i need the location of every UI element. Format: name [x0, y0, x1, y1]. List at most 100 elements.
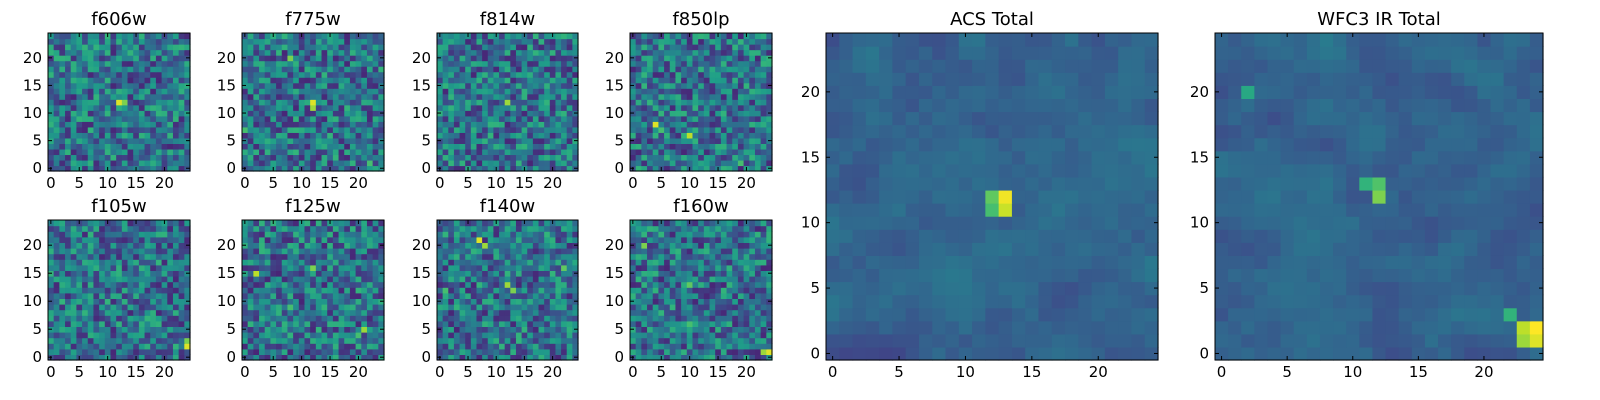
- heatmap-cell: [127, 298, 134, 305]
- heatmap-cell: [766, 287, 773, 294]
- heatmap-cell: [344, 298, 351, 305]
- heatmap-cell: [459, 143, 466, 150]
- heatmap-cell: [167, 49, 174, 56]
- heatmap-cell: [658, 137, 665, 144]
- heatmap-cell: [743, 93, 750, 100]
- heatmap-cell: [566, 231, 573, 238]
- heatmap-cell: [532, 82, 540, 89]
- heatmap-cell: [59, 270, 66, 277]
- heatmap-cell: [549, 287, 557, 294]
- heatmap-cell: [720, 60, 728, 67]
- panel-title: f125w: [285, 196, 340, 217]
- heatmap-cell: [184, 309, 191, 316]
- heatmap-cell: [743, 132, 750, 139]
- heatmap-cell: [482, 115, 489, 122]
- heatmap-cell: [465, 38, 472, 45]
- heatmap-cell: [366, 236, 374, 243]
- heatmap-cell: [754, 137, 762, 144]
- heatmap-cell: [521, 231, 528, 238]
- heatmap-cell: [110, 343, 117, 350]
- heatmap-cell: [448, 348, 455, 355]
- heatmap-cell: [675, 165, 682, 172]
- heatmap-cell: [242, 38, 249, 45]
- heatmap-cell: [65, 110, 72, 117]
- heatmap-cell: [737, 165, 745, 172]
- heatmap-cell: [87, 60, 95, 67]
- heatmap-cell: [754, 143, 762, 150]
- heatmap-cell: [281, 33, 289, 40]
- heatmap-cell: [641, 104, 648, 111]
- heatmap-cell: [652, 292, 659, 299]
- heatmap-cell: [293, 220, 300, 227]
- heatmap-cell: [442, 220, 449, 227]
- heatmap-cell: [726, 88, 733, 95]
- heatmap-cell: [150, 248, 157, 255]
- heatmap-cell: [743, 287, 750, 294]
- heatmap-cell: [247, 82, 254, 89]
- heatmap-cell: [264, 93, 271, 100]
- heatmap-cell: [647, 71, 654, 78]
- heatmap-cell: [366, 159, 374, 167]
- heatmap-cell: [110, 315, 117, 322]
- heatmap-cell: [276, 82, 283, 89]
- heatmap-cell: [87, 298, 95, 305]
- heatmap-cell: [470, 248, 478, 255]
- heatmap-cell: [276, 33, 283, 40]
- heatmap-cell: [538, 320, 545, 327]
- heatmap-cell: [93, 132, 100, 139]
- heatmap-cell: [76, 292, 83, 299]
- heatmap-cell: [65, 225, 72, 232]
- heatmap-cell: [703, 55, 711, 62]
- y-tick-label: 10: [217, 104, 236, 122]
- heatmap-cell: [749, 137, 756, 144]
- heatmap-cell: [355, 242, 362, 249]
- heatmap-cell: [698, 121, 705, 128]
- heatmap-cell: [766, 148, 773, 156]
- heatmap-cell: [448, 236, 455, 243]
- heatmap-cell: [459, 292, 466, 299]
- heatmap-cell: [355, 49, 362, 56]
- heatmap-cell: [270, 77, 277, 84]
- heatmap-cell: [304, 121, 311, 128]
- heatmap-cell: [276, 60, 283, 67]
- heatmap-cell: [504, 110, 511, 117]
- heatmap-cell: [378, 231, 385, 238]
- heatmap-cell: [544, 236, 551, 243]
- heatmap-cell: [442, 304, 449, 311]
- heatmap-cell: [692, 148, 699, 156]
- heatmap-cell: [658, 99, 665, 106]
- heatmap-cell: [65, 348, 72, 355]
- heatmap-cell: [453, 298, 461, 305]
- heatmap-cell: [658, 292, 665, 299]
- heatmap-cell: [104, 93, 112, 100]
- heatmap-cell: [344, 49, 351, 56]
- heatmap-cell: [652, 304, 659, 311]
- heatmap-cell: [338, 220, 345, 227]
- heatmap-cell: [378, 38, 385, 45]
- heatmap-cell: [754, 326, 762, 333]
- heatmap-cell: [470, 148, 478, 156]
- heatmap-cell: [150, 159, 157, 167]
- heatmap-cell: [635, 71, 642, 78]
- heatmap-cell: [703, 315, 711, 322]
- heatmap-cell: [635, 298, 642, 305]
- heatmap-cell: [372, 242, 379, 249]
- heatmap-cell: [276, 38, 283, 45]
- heatmap-cell: [253, 154, 260, 161]
- heatmap-cell: [127, 326, 134, 333]
- heatmap-cell: [703, 104, 711, 111]
- heatmap-cell: [332, 315, 340, 322]
- heatmap-cell: [332, 264, 340, 271]
- heatmap-cell: [555, 248, 562, 255]
- heatmap-cell: [310, 132, 317, 139]
- heatmap-cell: [93, 154, 100, 161]
- heatmap-cell: [259, 126, 266, 133]
- heatmap-cell: [635, 270, 642, 277]
- heatmap-cell: [720, 82, 728, 89]
- heatmap-cell: [298, 110, 306, 117]
- heatmap-cell: [270, 49, 277, 56]
- heatmap-cell: [104, 242, 112, 249]
- heatmap-cell: [715, 126, 722, 133]
- heatmap-cell: [515, 38, 523, 45]
- heatmap-cell: [470, 126, 478, 133]
